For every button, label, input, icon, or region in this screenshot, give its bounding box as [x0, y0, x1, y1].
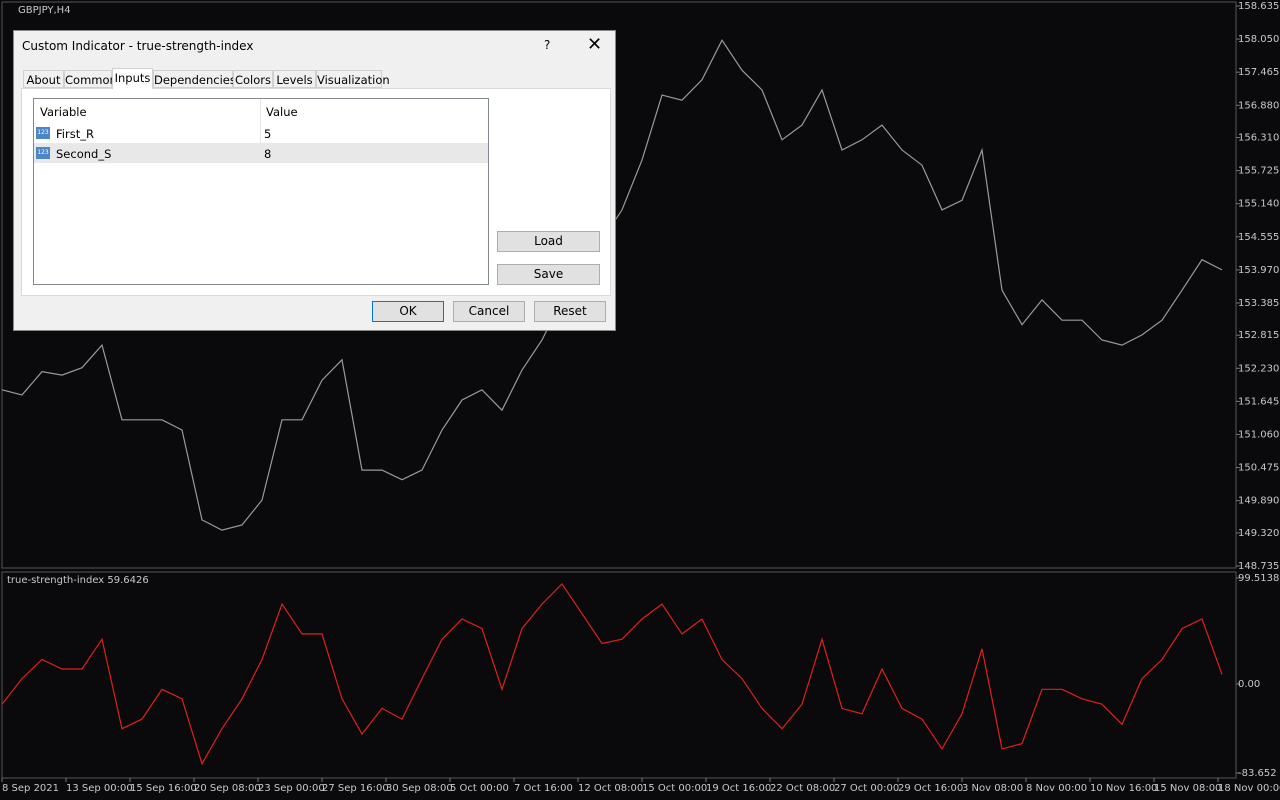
- cancel-button[interactable]: Cancel: [453, 301, 525, 322]
- y-tick-label: 151.060: [1238, 429, 1279, 440]
- y-tick-label: 158.050: [1238, 34, 1279, 45]
- column-header: Value: [266, 105, 298, 119]
- x-tick-label: 29 Oct 16:00: [898, 783, 963, 794]
- x-tick-label: 22 Oct 08:00: [770, 783, 835, 794]
- y-tick-label: 153.385: [1238, 298, 1279, 309]
- dialog-title: Custom Indicator - true-strength-index: [22, 39, 254, 53]
- tab[interactable]: Dependencies: [153, 70, 236, 88]
- y-tick-label: 156.880: [1238, 100, 1279, 111]
- x-tick-label: 27 Sep 16:00: [322, 783, 389, 794]
- price-frame: [1, 1, 1237, 569]
- x-tick-label: 8 Sep 2021: [2, 783, 59, 794]
- param-name[interactable]: Second_S: [56, 147, 112, 161]
- y-tick-label: 148.735: [1238, 561, 1279, 572]
- param-value[interactable]: 8: [264, 147, 272, 161]
- x-tick-label: 30 Sep 08:00: [386, 783, 453, 794]
- symbol-label: GBPJPY,H4: [18, 5, 71, 16]
- tab[interactable]: About: [23, 70, 64, 88]
- close-button[interactable]: ✕: [587, 34, 603, 55]
- tab[interactable]: Colors: [233, 70, 273, 88]
- y-tick-label: 152.815: [1238, 330, 1279, 341]
- tab[interactable]: Visualization: [316, 70, 390, 88]
- y-tick-label: 0.00: [1238, 679, 1260, 690]
- x-tick-label: 23 Sep 00:00: [258, 783, 325, 794]
- x-tick-label: 27 Oct 00:00: [834, 783, 899, 794]
- y-tick-label: 154.555: [1238, 232, 1279, 243]
- indicator-dialog: Custom Indicator - true-strength-index ?…: [13, 30, 616, 331]
- reset-button[interactable]: Reset: [534, 301, 606, 322]
- x-tick-label: 5 Oct 00:00: [450, 783, 509, 794]
- x-tick-label: 20 Sep 08:00: [194, 783, 261, 794]
- indicator-frame: [1, 571, 1237, 779]
- ok-button[interactable]: OK: [372, 301, 444, 322]
- tab[interactable]: Inputs: [112, 68, 153, 89]
- x-tick-label: 15 Sep 16:00: [130, 783, 197, 794]
- y-tick-label: 156.310: [1238, 133, 1279, 144]
- x-tick-label: 12 Oct 08:00: [578, 783, 643, 794]
- x-tick-label: 7 Oct 16:00: [514, 783, 573, 794]
- y-tick-label: 149.890: [1238, 496, 1279, 507]
- y-tick-label: 99.5138: [1238, 573, 1279, 584]
- tab[interactable]: Levels: [273, 70, 316, 88]
- save-button[interactable]: Save: [497, 264, 600, 285]
- indicator-title: true-strength-index 59.6426: [7, 575, 149, 586]
- series-line: [1, 582, 1223, 766]
- y-tick-label: 155.725: [1238, 166, 1279, 177]
- tab-pane: Variable Value 123 First_R 5 123 Second_…: [21, 88, 611, 296]
- y-tick-label: 158.635: [1238, 1, 1279, 12]
- x-tick-label: 15 Oct 00:00: [642, 783, 707, 794]
- load-button[interactable]: Load: [497, 231, 600, 252]
- int-icon: 123: [36, 147, 50, 159]
- y-tick-label: 150.475: [1238, 463, 1279, 474]
- column-header: Variable: [40, 105, 87, 119]
- y-tick-label: 153.970: [1238, 265, 1279, 276]
- help-button[interactable]: ?: [544, 38, 551, 52]
- x-tick-label: 8 Nov 00:00: [1026, 783, 1087, 794]
- x-tick-label: 18 Nov 00:00: [1218, 783, 1280, 794]
- inputs-table: Variable Value 123 First_R 5 123 Second_…: [33, 98, 489, 285]
- x-tick-label: 10 Nov 16:00: [1090, 783, 1157, 794]
- y-tick-label: 151.645: [1238, 396, 1279, 407]
- x-tick-label: 19 Oct 16:00: [706, 783, 771, 794]
- y-tick-label: -83.652: [1238, 768, 1277, 779]
- param-name[interactable]: First_R: [56, 127, 94, 141]
- x-tick-label: 3 Nov 08:00: [962, 783, 1023, 794]
- int-icon: 123: [36, 127, 50, 139]
- param-value[interactable]: 5: [264, 127, 272, 141]
- tab[interactable]: Common: [64, 70, 117, 88]
- y-tick-label: 149.320: [1238, 528, 1279, 539]
- x-tick-label: 13 Sep 00:00: [66, 783, 133, 794]
- x-tick-label: 15 Nov 08:00: [1154, 783, 1221, 794]
- y-tick-label: 155.140: [1238, 199, 1279, 210]
- y-tick-label: 157.465: [1238, 67, 1279, 78]
- y-tick-label: 152.230: [1238, 363, 1279, 374]
